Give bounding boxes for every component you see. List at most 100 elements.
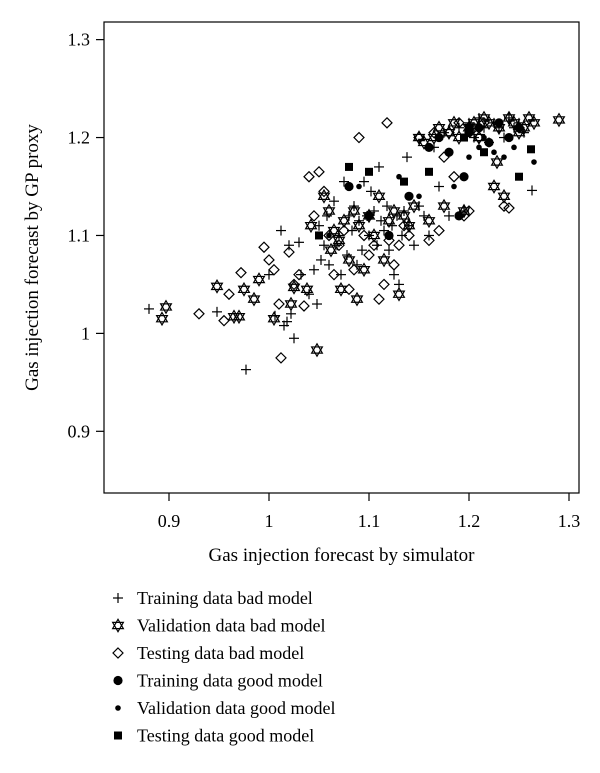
data-point <box>284 296 298 312</box>
data-point <box>399 205 409 216</box>
y-tick-label: 0.9 <box>68 421 91 441</box>
data-point <box>373 293 385 305</box>
data-point <box>313 165 325 178</box>
data-point <box>210 278 224 294</box>
data-point <box>372 188 386 204</box>
data-point <box>258 241 270 254</box>
data-point <box>474 123 484 133</box>
legend-label: Testing data bad model <box>137 643 304 663</box>
data-point <box>276 225 286 236</box>
data-point <box>448 170 460 183</box>
data-point <box>312 299 322 310</box>
legend-marker <box>111 618 125 633</box>
data-point <box>379 225 389 236</box>
data-point <box>552 112 566 128</box>
legend-item: Training data good model <box>113 671 323 691</box>
legend-label: Testing data good model <box>137 726 314 746</box>
data-point <box>428 126 440 139</box>
data-point <box>454 211 464 221</box>
data-point <box>343 283 355 296</box>
data-point <box>263 254 275 266</box>
data-point <box>324 259 334 270</box>
data-point <box>352 218 366 234</box>
data-point <box>494 118 504 128</box>
data-point <box>531 159 537 165</box>
data-point <box>336 269 346 280</box>
legend-marker <box>115 705 121 711</box>
data-point <box>465 123 473 132</box>
data-point <box>404 191 414 201</box>
data-point <box>347 203 361 219</box>
data-point <box>478 117 490 129</box>
data-point <box>389 269 399 280</box>
data-point <box>433 224 445 237</box>
data-point <box>338 224 350 237</box>
data-point <box>527 115 541 131</box>
data-point <box>334 281 348 297</box>
data-point <box>384 245 394 256</box>
data-point <box>326 232 332 239</box>
y-tick-label: 1 <box>81 323 90 343</box>
data-point <box>322 203 336 219</box>
data-point <box>337 213 351 229</box>
data-point <box>282 316 292 327</box>
data-point <box>451 183 457 190</box>
data-point <box>366 186 376 197</box>
data-point <box>350 291 364 307</box>
legend-item: Training data bad model <box>113 588 313 608</box>
x-tick-label: 1.3 <box>558 511 581 531</box>
data-point <box>304 289 314 300</box>
data-point <box>289 333 299 344</box>
data-point <box>275 352 287 364</box>
data-point <box>317 188 331 204</box>
data-point <box>247 291 261 307</box>
data-point <box>501 154 507 160</box>
data-point <box>437 198 451 214</box>
series-3 <box>344 118 524 241</box>
plot-frame <box>103 21 580 494</box>
data-point <box>328 268 340 281</box>
x-tick-label: 0.9 <box>158 511 181 531</box>
data-point <box>434 132 444 143</box>
legend-marker <box>114 731 122 740</box>
legend-label: Validation data bad model <box>137 616 325 636</box>
data-point <box>504 132 514 143</box>
data-point <box>144 303 154 314</box>
data-point <box>397 208 411 224</box>
data-point <box>237 281 251 297</box>
data-point <box>460 133 468 142</box>
y-tick-label: 1.2 <box>68 128 91 148</box>
data-point <box>359 176 369 187</box>
data-point <box>304 218 318 234</box>
data-point <box>416 193 422 200</box>
data-point <box>402 152 412 163</box>
data-point <box>298 300 310 312</box>
data-point <box>223 288 235 301</box>
data-point <box>339 176 349 187</box>
data-point <box>318 185 330 198</box>
data-point <box>422 213 436 229</box>
data-point <box>333 239 345 252</box>
data-point <box>332 232 346 248</box>
data-point <box>268 263 280 276</box>
data-point <box>232 309 246 325</box>
y-tick-label: 1.3 <box>68 30 91 50</box>
data-point <box>491 149 497 156</box>
y-tick-label: 1.1 <box>68 225 91 245</box>
data-point <box>466 154 472 160</box>
data-point <box>407 198 421 214</box>
data-point <box>342 250 352 261</box>
data-point <box>515 172 523 181</box>
legend-label: Training data good model <box>137 671 323 691</box>
data-point <box>283 246 295 258</box>
data-point <box>349 201 359 212</box>
data-point <box>348 263 360 276</box>
data-point <box>294 237 304 248</box>
data-point <box>300 281 314 297</box>
x-tick-label: 1.2 <box>458 511 481 531</box>
data-point <box>288 278 300 291</box>
data-point <box>319 240 329 251</box>
data-point <box>365 167 373 176</box>
data-point <box>329 196 339 207</box>
data-point <box>400 177 408 186</box>
